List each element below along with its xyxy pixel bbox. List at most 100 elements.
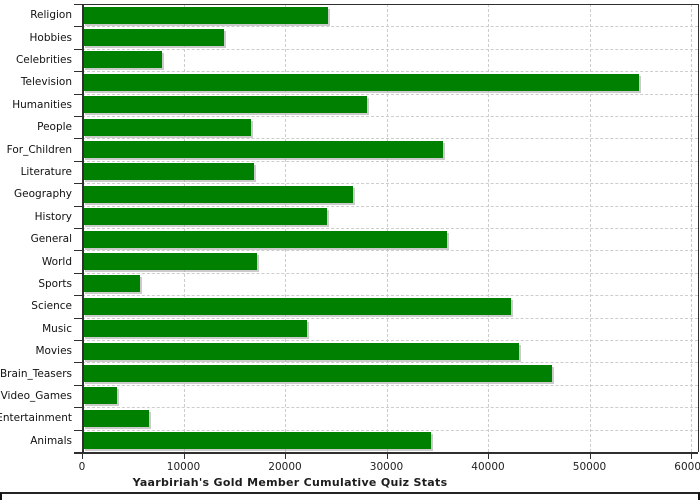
bar	[83, 185, 353, 203]
horizontal-gridline	[82, 272, 698, 274]
category-label: Science	[31, 300, 72, 313]
x-axis-line	[74, 452, 698, 454]
bar	[83, 297, 511, 315]
value-tick-label: 60000	[674, 461, 700, 473]
horizontal-gridline	[82, 93, 698, 95]
horizontal-gridline	[82, 138, 698, 140]
category-label: Video_Games	[0, 389, 72, 402]
horizontal-gridline	[82, 160, 698, 162]
bar	[83, 342, 519, 360]
category-tick	[74, 4, 82, 5]
value-tick	[691, 454, 692, 459]
category-label: Television	[20, 76, 72, 89]
category-label: Sports	[38, 277, 72, 290]
category-tick	[74, 183, 82, 185]
category-tick	[74, 26, 82, 28]
horizontal-gridline	[82, 48, 698, 50]
category-label: History	[34, 210, 72, 223]
category-label: Literature	[20, 165, 72, 178]
horizontal-gridline	[82, 429, 698, 431]
bar	[83, 432, 431, 450]
bar	[83, 28, 224, 46]
category-tick	[74, 71, 82, 73]
category-tick	[74, 48, 82, 50]
bar	[83, 96, 367, 114]
bar	[83, 409, 149, 427]
category-label: Entertainment	[0, 412, 72, 425]
category-label: Music	[42, 322, 72, 335]
value-tick	[183, 454, 185, 459]
category-tick	[74, 295, 82, 297]
bar	[83, 364, 552, 382]
value-tick	[589, 454, 591, 459]
horizontal-gridline	[82, 205, 698, 207]
bar	[83, 320, 307, 338]
value-tick-label: 10000	[166, 461, 201, 473]
category-tick	[74, 138, 82, 140]
value-tick-label: 30000	[369, 461, 404, 473]
category-tick	[74, 250, 82, 252]
category-tick	[74, 362, 82, 364]
y-axis-line	[82, 4, 84, 454]
horizontal-gridline	[82, 384, 698, 386]
category-tick	[74, 317, 82, 319]
category-tick	[74, 205, 82, 207]
horizontal-gridline	[82, 250, 698, 252]
category-label: Celebrities	[15, 53, 72, 66]
bar	[83, 51, 162, 69]
bar	[83, 275, 140, 293]
category-label: Animals	[30, 434, 72, 447]
category-label: World	[41, 255, 72, 268]
bar	[83, 163, 254, 181]
bar	[83, 6, 328, 24]
category-tick	[74, 160, 82, 162]
category-tick	[74, 407, 82, 409]
category-label: Brain_Teasers	[0, 367, 72, 380]
horizontal-gridline	[82, 407, 698, 409]
horizontal-gridline	[82, 71, 698, 73]
window-bottom-frame	[0, 492, 700, 500]
horizontal-gridline	[82, 183, 698, 185]
horizontal-gridline	[82, 116, 698, 117]
value-tick-label: 40000	[471, 461, 505, 473]
horizontal-gridline	[82, 317, 698, 319]
category-label: People	[37, 121, 72, 134]
category-label: Geography	[14, 188, 72, 201]
category-tick	[74, 272, 82, 274]
category-label: Religion	[30, 9, 72, 22]
category-tick	[74, 228, 82, 229]
plot-right-border	[698, 4, 699, 452]
category-tick	[74, 93, 82, 95]
value-tick-label: 20000	[268, 461, 302, 473]
value-tick-label: 50000	[572, 461, 607, 473]
bar	[83, 140, 443, 158]
category-label: Hobbies	[29, 31, 73, 44]
horizontal-gridline	[82, 295, 698, 297]
bar	[83, 230, 447, 248]
category-tick	[74, 429, 82, 431]
category-label: Movies	[35, 345, 72, 358]
category-label: General	[30, 233, 72, 246]
category-label: For_Children	[6, 143, 72, 156]
bar	[83, 73, 639, 91]
value-tick	[82, 454, 83, 459]
bar	[83, 387, 117, 405]
bar	[83, 118, 251, 136]
value-tick	[386, 454, 388, 459]
chart-title: Yaarbiriah's Gold Member Cumulative Quiz…	[132, 476, 448, 489]
plot-top-border	[82, 4, 698, 5]
value-tick-label: 0	[78, 461, 86, 473]
value-tick	[285, 454, 286, 459]
category-tick	[74, 340, 82, 341]
category-label: Humanities	[12, 98, 72, 111]
horizontal-gridline	[82, 340, 698, 341]
bar	[83, 208, 327, 226]
bar	[83, 252, 257, 270]
category-tick	[74, 116, 82, 117]
horizontal-gridline	[82, 228, 698, 229]
horizontal-gridline	[82, 26, 698, 28]
horizontal-gridline	[82, 362, 698, 364]
value-tick	[488, 454, 489, 459]
category-tick	[74, 384, 82, 386]
